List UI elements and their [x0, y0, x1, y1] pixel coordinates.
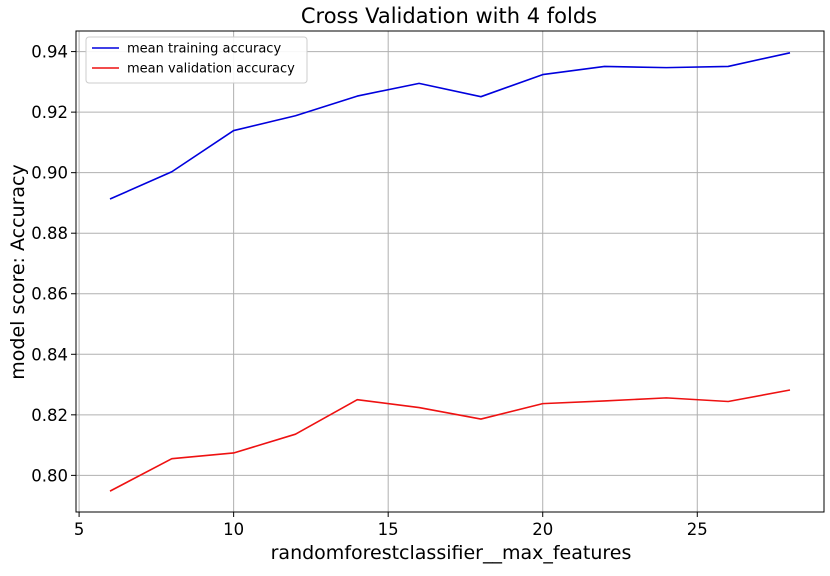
y-tick-label: 0.90 — [31, 164, 68, 183]
grid-layer — [76, 31, 824, 512]
x-tick-label: 5 — [74, 520, 85, 539]
chart-title: Cross Validation with 4 folds — [301, 4, 597, 28]
series-line-validation-accuracy — [109, 389, 791, 492]
x-tick-label: 20 — [532, 520, 553, 539]
y-tick-label: 0.80 — [31, 466, 68, 485]
legend-box — [85, 36, 308, 84]
y-axis-label: model score: Accuracy — [7, 164, 29, 379]
x-tick-label: 15 — [378, 520, 399, 539]
y-tick-label: 0.94 — [31, 43, 68, 62]
x-tick-label: 10 — [223, 520, 244, 539]
y-tick-label: 0.84 — [31, 345, 68, 364]
y-tick-label: 0.82 — [31, 406, 68, 425]
y-tick-label: 0.88 — [31, 224, 68, 243]
y-tick-label: 0.86 — [31, 285, 68, 304]
legend-label-validation: mean validation accuracy — [127, 62, 295, 77]
x-axis-label: randomforestclassifier__max_features — [271, 542, 632, 564]
x-tick-label: 25 — [687, 520, 708, 539]
plot-frame — [75, 30, 825, 513]
series-layer — [109, 52, 791, 492]
legend: mean training accuracy mean validation a… — [85, 36, 308, 84]
tick-layer: 5 10 15 20 25 0.80 0.82 0.84 0.86 0.88 0.90 0.92 0.9… — [31, 43, 708, 539]
series-line-training-accuracy — [109, 52, 791, 200]
legend-label-training: mean training accuracy — [127, 42, 281, 57]
y-tick-label: 0.92 — [31, 103, 68, 122]
